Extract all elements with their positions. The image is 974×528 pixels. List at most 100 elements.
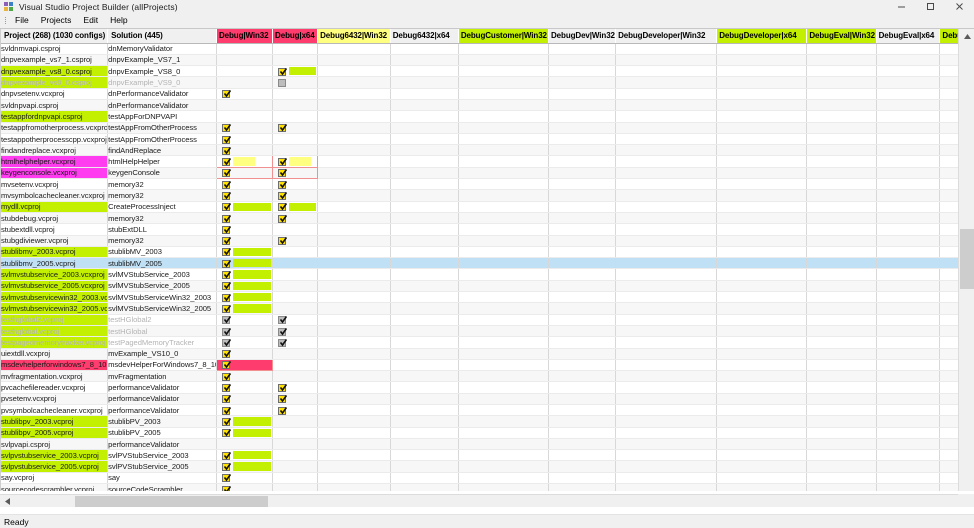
cell-config-checkbox[interactable] (716, 178, 808, 191)
cell-config-checkbox[interactable] (806, 133, 877, 146)
table-row[interactable]: testhglobal.vcproj testHGlobal (1, 325, 958, 338)
cell-config-checkbox[interactable] (716, 99, 808, 112)
cell-config-checkbox[interactable] (615, 348, 718, 360)
cell-config-checkbox[interactable] (317, 54, 391, 67)
cell-config-checkbox[interactable] (548, 381, 617, 394)
cell-config-checkbox[interactable] (716, 110, 808, 123)
cell-config-checkbox[interactable] (548, 201, 617, 213)
cell-config-checkbox[interactable] (458, 359, 550, 372)
cell-config-checkbox[interactable] (548, 370, 617, 383)
config-checkbox[interactable] (221, 124, 232, 133)
cell-config-checkbox[interactable] (390, 348, 459, 360)
table-row[interactable]: mydll.vcproj CreateProcessInject (1, 201, 958, 213)
table-row[interactable]: msdevhelperforwindows7_8_10.vcxprojmsdev… (1, 358, 958, 372)
cell-config-checkbox[interactable] (458, 325, 550, 338)
cell-config-checkbox[interactable] (216, 449, 274, 462)
cell-config-checkbox[interactable] (806, 167, 877, 180)
cell-config-checkbox[interactable] (317, 336, 391, 349)
cell-config-checkbox[interactable] (272, 438, 319, 451)
config-checkbox[interactable] (221, 271, 232, 280)
cell-config-checkbox[interactable] (390, 438, 459, 451)
cell-config-checkbox[interactable] (216, 246, 274, 259)
cell-config-checkbox[interactable] (716, 167, 808, 180)
maximize-button[interactable] (916, 0, 945, 13)
cell-config-checkbox[interactable] (317, 280, 391, 293)
table-row[interactable]: svlpvstubservice_2003.vcproj svlPVStubSer… (1, 449, 958, 462)
cell-config-checkbox[interactable] (548, 65, 617, 78)
cell-config-checkbox[interactable] (390, 212, 459, 225)
table-row[interactable]: dnpvexample_vs8_0.csproj dnpvExample_VS8_… (1, 65, 958, 78)
cell-config-checkbox[interactable] (216, 65, 274, 78)
cell-config-checkbox[interactable] (390, 370, 459, 383)
cell-config-checkbox[interactable] (272, 302, 319, 315)
cell-config-checkbox[interactable] (548, 268, 617, 281)
cell-config-checkbox[interactable] (615, 291, 718, 304)
cell-config-checkbox[interactable] (716, 381, 808, 394)
cell-config-checkbox[interactable] (716, 359, 808, 372)
table-row[interactable]: svlpvstubservice_2005.vcproj svlPVStubSer… (1, 460, 958, 473)
cell-config-checkbox[interactable] (876, 235, 941, 247)
cell-config-checkbox[interactable] (390, 246, 459, 259)
cell-config-checkbox[interactable] (216, 393, 274, 406)
cell-config-checkbox[interactable] (458, 246, 550, 259)
cell-config-checkbox[interactable] (548, 144, 617, 157)
cell-config-checkbox[interactable] (216, 223, 274, 236)
cell-config-checkbox[interactable] (876, 144, 941, 157)
cell-config-checkbox[interactable] (216, 460, 274, 473)
cell-config-checkbox[interactable] (716, 268, 808, 281)
config-checkbox[interactable] (221, 372, 232, 381)
table-row[interactable]: pvcachefilereader.vcxproj performanceVali… (1, 381, 958, 394)
cell-config-checkbox[interactable] (458, 155, 550, 168)
cell-config-checkbox[interactable] (215, 358, 274, 372)
cell-config-checkbox[interactable] (876, 427, 941, 439)
cell-config-checkbox[interactable] (939, 257, 958, 270)
column-header-debugdeveloper-x64[interactable]: DebugDeveloper|x64 (716, 29, 808, 44)
cell-config-checkbox[interactable] (272, 359, 319, 372)
cell-config-checkbox[interactable] (272, 88, 319, 100)
cell-config-checkbox[interactable] (216, 54, 274, 67)
cell-config-checkbox[interactable] (317, 178, 391, 191)
cell-config-checkbox[interactable] (458, 235, 550, 247)
cell-config-checkbox[interactable] (548, 133, 617, 146)
table-row[interactable]: uiextdll.vcxproj mvExample_VS10_0 (1, 348, 958, 360)
cell-config-checkbox[interactable] (615, 246, 718, 259)
cell-config-checkbox[interactable] (390, 472, 459, 485)
cell-config-checkbox[interactable] (317, 201, 391, 213)
cell-config-checkbox[interactable] (458, 268, 550, 281)
column-header-debugcustomer-win32[interactable]: DebugCustomer|Win32 (458, 29, 550, 44)
cell-config-checkbox[interactable] (216, 438, 274, 451)
cell-config-checkbox[interactable] (458, 291, 550, 304)
column-header-project-268-1030-configs[interactable]: Project (268) (1030 configs) (1, 29, 109, 44)
cell-config-checkbox[interactable] (317, 404, 391, 417)
cell-config-checkbox[interactable] (390, 280, 459, 293)
cell-config-checkbox[interactable] (876, 257, 941, 270)
cell-config-checkbox[interactable] (317, 76, 391, 89)
cell-config-checkbox[interactable] (939, 393, 958, 406)
cell-config-checkbox[interactable] (272, 427, 319, 439)
cell-config-checkbox[interactable] (317, 483, 391, 491)
cell-config-checkbox[interactable] (317, 43, 391, 55)
column-header-debug6432-x64[interactable]: Debug6432|x64 (390, 29, 459, 44)
cell-config-checkbox[interactable] (548, 472, 617, 485)
cell-config-checkbox[interactable] (615, 212, 718, 225)
table-row[interactable]: svlpvapi.csproj performanceValidator (1, 438, 958, 451)
cell-config-checkbox[interactable] (272, 76, 319, 89)
cell-config-checkbox[interactable] (317, 472, 391, 485)
config-checkbox[interactable] (221, 327, 232, 336)
cell-config-checkbox[interactable] (216, 370, 274, 383)
menu-item-file[interactable]: File (15, 15, 29, 25)
config-checkbox[interactable] (278, 237, 288, 246)
cell-config-checkbox[interactable] (390, 54, 459, 67)
cell-config-checkbox[interactable] (615, 427, 718, 439)
cell-config-checkbox[interactable] (215, 155, 274, 168)
cell-config-checkbox[interactable] (317, 314, 391, 326)
cell-config-checkbox[interactable] (272, 460, 319, 473)
table-row[interactable]: stublibmv_2003.vcproj stublibMV_2003 (1, 246, 958, 259)
cell-config-checkbox[interactable] (272, 65, 319, 78)
cell-config-checkbox[interactable] (876, 483, 941, 491)
cell-config-checkbox[interactable] (272, 415, 319, 428)
cell-config-checkbox[interactable] (458, 370, 550, 383)
cell-config-checkbox[interactable] (390, 302, 459, 315)
cell-config-checkbox[interactable] (317, 110, 391, 123)
cell-config-checkbox[interactable] (317, 189, 391, 202)
